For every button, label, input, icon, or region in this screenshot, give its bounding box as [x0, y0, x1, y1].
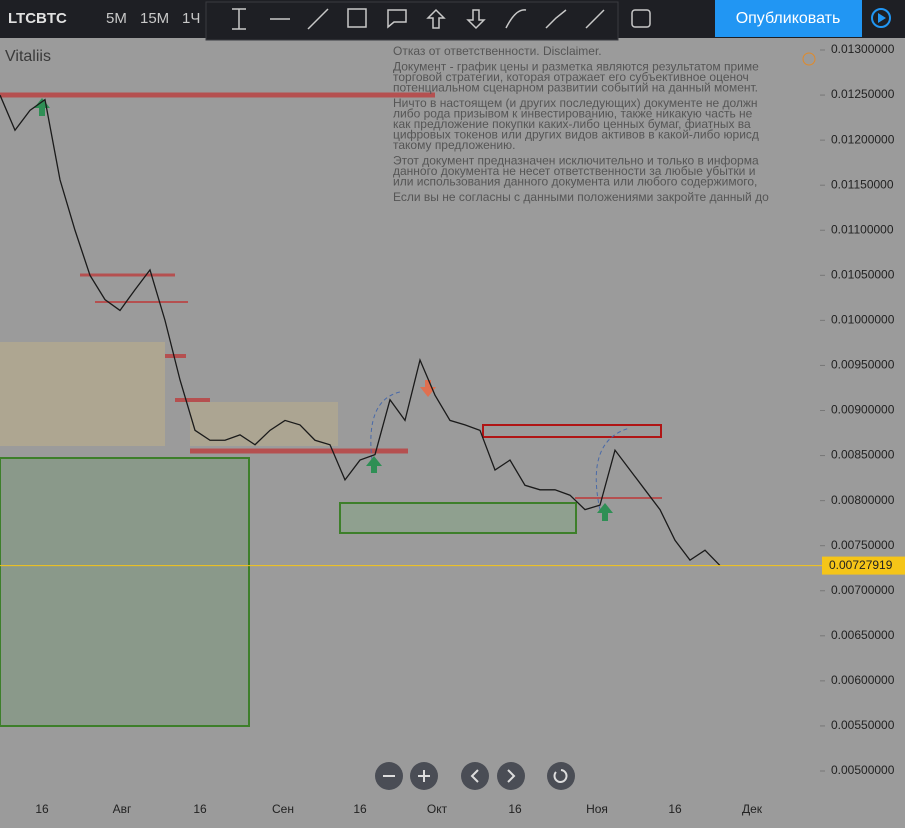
y-tick-label: 0.00600000: [831, 673, 895, 687]
y-tick-label: 0.00950000: [831, 358, 895, 372]
y-tick-label: 0.00900000: [831, 403, 895, 417]
play-icon: [878, 13, 886, 23]
disclaimer-line: данного документа не несет ответственнос…: [393, 164, 755, 178]
scroll-right[interactable]: [497, 762, 525, 790]
y-tick-label: 0.00550000: [831, 718, 895, 732]
arrow-up: [597, 503, 613, 521]
disclaimer-line: или использования данного документа или …: [393, 175, 757, 189]
disclaimer-line: Ничто в настоящем (и других последующих)…: [393, 96, 758, 110]
x-tick-label: Окт: [427, 802, 448, 816]
drawing-toolbar: [205, 1, 619, 41]
y-tick-label: 0.00700000: [831, 583, 895, 597]
y-tick-label: 0.00750000: [831, 538, 895, 552]
y-tick-label: 0.00850000: [831, 448, 895, 462]
arrow-up: [366, 456, 382, 473]
y-tick-label: 0.01050000: [831, 267, 895, 281]
y-tick-label: 0.01150000: [831, 177, 894, 191]
y-tick-label: 0.00500000: [831, 763, 895, 777]
zone: [482, 424, 662, 438]
scroll-left[interactable]: [461, 762, 489, 790]
zone: [0, 342, 165, 446]
y-tick-label: 0.01300000: [831, 42, 895, 56]
y-tick-label: 0.00650000: [831, 628, 895, 642]
info-icon[interactable]: [802, 52, 816, 66]
x-tick-label: 16: [193, 802, 207, 816]
disclaimer-line: такому предложению.: [393, 138, 515, 152]
disclaimer-line: Отказ от ответственности. Disclaimer.: [393, 44, 602, 58]
arrow-down: [420, 380, 436, 397]
y-tick-label: 0.01200000: [831, 132, 895, 146]
last-price-tag: [822, 556, 905, 575]
arc: [595, 427, 631, 511]
last-price-label: 0.00727919: [829, 558, 893, 572]
disclaimer-line: торговой стратегии, которая отражает его…: [393, 70, 749, 84]
x-tick-label: Ноя: [586, 802, 608, 816]
tool-icons[interactable]: [232, 8, 651, 30]
y-tick-label: 0.01100000: [831, 222, 894, 236]
publish-label[interactable]: Опубликовать: [736, 10, 841, 27]
interval[interactable]: 1Ч: [182, 10, 200, 27]
x-tick-label: 16: [353, 802, 367, 816]
disclaimer-line: либо рода призывом к инвестированию, так…: [393, 107, 753, 121]
disclaimer-line: Документ - график цены и разметка являют…: [393, 60, 759, 74]
x-tick-label: Сен: [272, 802, 294, 816]
x-tick-label: Дек: [742, 802, 763, 816]
disclaimer-line: Если вы не согласны с данными положениям…: [393, 190, 769, 204]
arrow-up: [34, 98, 50, 116]
interval[interactable]: 5М: [106, 10, 127, 27]
x-tick-label: 16: [35, 802, 49, 816]
disclaimer: Отказ от ответственности. Disclaimer. Док…: [393, 44, 769, 204]
y-tick-label: 0.01000000: [831, 313, 895, 327]
x-tick-label: 16: [508, 802, 522, 816]
disclaimer-line: потенциальном сценарном развитии событий…: [393, 81, 758, 95]
disclaimer-line: цифровых токенов или других видов активо…: [393, 128, 759, 142]
interval[interactable]: 15М: [140, 10, 169, 27]
y-tick-label: 0.00800000: [831, 493, 895, 507]
symbol[interactable]: LTCBTC: [8, 10, 67, 27]
price-line: [0, 94, 721, 567]
x-tick-label: Авг: [113, 802, 132, 816]
y-tick-label: 0.01250000: [831, 87, 895, 101]
reset[interactable]: [547, 762, 575, 790]
zone: [0, 457, 250, 727]
zone: [190, 402, 338, 446]
plot: [0, 94, 721, 567]
disclaimer-line: Этот документ предназначен исключительно…: [393, 154, 759, 168]
intervals: 5М 15М 1Ч: [106, 10, 200, 27]
author: Vitaliis: [5, 48, 51, 65]
disclaimer-line: как предложение покупки каких-либо ценны…: [393, 117, 751, 131]
zone: [339, 502, 577, 534]
publish-button[interactable]: [715, 0, 862, 37]
x-tick-label: 16: [668, 802, 682, 816]
zoom-controls: [375, 762, 575, 790]
play-button[interactable]: [871, 8, 891, 28]
x-axis: 16 Авг 16 Сен 16 Окт 16 Ноя 16 Дек: [35, 802, 762, 816]
